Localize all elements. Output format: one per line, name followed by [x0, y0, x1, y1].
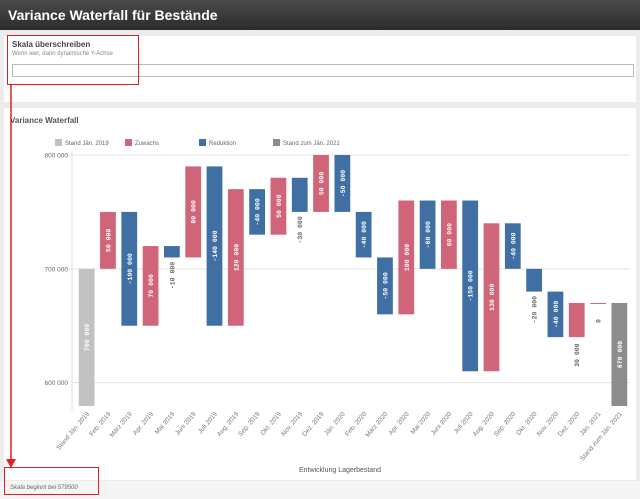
y-tick-label: 700 000	[45, 266, 69, 273]
legend-label: Reduktion	[209, 141, 236, 147]
data-label: 670 000	[617, 341, 624, 368]
data-label: -50 000	[340, 170, 347, 197]
scale-override-input[interactable]	[12, 64, 634, 77]
bar	[334, 155, 351, 212]
bar	[377, 257, 393, 315]
x-tick-label: Mai 2020	[410, 410, 433, 435]
page-title: Variance Waterfall für Bestände	[8, 7, 218, 23]
scale-override-title: Skala überschreiben	[12, 40, 91, 49]
data-label: -40 000	[361, 221, 368, 248]
bar	[504, 223, 521, 269]
chart-title: Variance Waterfall	[10, 116, 79, 125]
title-bar: Variance Waterfall für Bestände	[0, 0, 640, 30]
bar	[355, 211, 372, 258]
x-tick-label: Sep. 2020	[493, 410, 518, 437]
x-tick-label: März 2020	[364, 410, 389, 438]
bar	[291, 177, 308, 212]
data-label: -20 000	[532, 296, 539, 323]
bar	[419, 200, 436, 269]
legend-label: Zuwachs	[135, 141, 159, 147]
x-tick-label: Mai 2019	[154, 410, 177, 435]
bar	[611, 302, 628, 406]
x-tick-label: Dez. 2020	[557, 410, 582, 437]
data-label: 100 000	[404, 244, 411, 271]
bar	[526, 268, 542, 292]
bar	[483, 223, 500, 372]
bar	[313, 155, 329, 212]
x-tick-label: Apr. 2019	[132, 410, 155, 436]
data-label: -40 000	[255, 198, 262, 225]
scale-override-subtitle: Wenn leer, dann dynamische Y-Achse	[12, 51, 113, 57]
bar	[78, 268, 95, 406]
bar	[121, 211, 138, 326]
footer: Skala beginnt bei 579500	[0, 481, 640, 499]
data-label: 0	[596, 319, 603, 323]
data-label: 130 000	[489, 284, 496, 311]
bar	[206, 166, 223, 326]
bar	[227, 189, 244, 326]
bar	[270, 177, 287, 235]
x-tick-label: Sep. 2019	[237, 410, 262, 437]
data-label: -140 000	[212, 230, 219, 261]
legend-swatch	[273, 139, 280, 146]
data-label: -150 000	[468, 270, 475, 301]
y-tick-label: 800 000	[45, 153, 69, 160]
data-label: 60 000	[446, 223, 453, 247]
data-label: -60 000	[425, 221, 432, 248]
bar	[547, 291, 564, 338]
data-label: 80 000	[191, 200, 198, 224]
x-tick-label: Juni 2019	[174, 411, 198, 437]
data-label: -40 000	[553, 301, 560, 328]
data-label: 30 000	[574, 343, 581, 367]
bar	[142, 246, 159, 326]
data-label: 50 000	[105, 229, 112, 253]
data-label: -10 000	[169, 262, 176, 289]
data-label: -30 000	[297, 216, 304, 243]
data-label: 50 000	[276, 194, 283, 218]
bar	[398, 200, 415, 315]
y-tick-label: 600 000	[45, 380, 69, 387]
bar	[441, 200, 457, 269]
x-tick-label: Dez. 2019	[301, 410, 326, 437]
bar	[164, 246, 180, 258]
bar	[249, 189, 265, 235]
x-axis-title: Entwicklung Lagerbestand	[299, 467, 381, 474]
legend-swatch	[125, 139, 132, 146]
bar	[100, 211, 116, 269]
bar	[185, 166, 202, 258]
bar	[568, 302, 585, 338]
data-label: 50 000	[319, 172, 326, 196]
legend-swatch	[199, 139, 206, 146]
bar	[590, 302, 606, 304]
x-tick-label: Stand Jän. 2019	[55, 411, 91, 452]
data-label: -50 000	[382, 272, 389, 299]
data-label: 700 000	[84, 324, 91, 351]
legend-label: Stand Jän. 2019	[65, 141, 109, 147]
data-label: 70 000	[148, 274, 155, 298]
x-tick-label: Juli 2020	[453, 411, 475, 436]
annotation-box-note	[4, 467, 99, 495]
x-tick-label: Juni 2020	[430, 411, 454, 437]
footer-scale-note: Skala beginnt bei 579500	[10, 485, 78, 491]
x-tick-label: März 2019	[109, 410, 134, 438]
x-tick-label: Apr. 2020	[388, 410, 411, 436]
x-tick-label: Juli 2019	[197, 411, 219, 436]
x-tick-label: Stand zum Jän. 2021	[579, 410, 624, 462]
scale-override-panel: Skala überschreiben Wenn leer, dann dyna…	[4, 36, 636, 102]
data-label: -40 000	[510, 232, 517, 259]
bar	[462, 200, 479, 372]
legend-swatch	[55, 139, 62, 146]
legend-label: Stand zum Jän. 2021	[283, 141, 340, 147]
data-label: 120 000	[233, 244, 240, 271]
data-label: -100 000	[127, 253, 134, 284]
annotation-box-scale	[7, 35, 139, 85]
